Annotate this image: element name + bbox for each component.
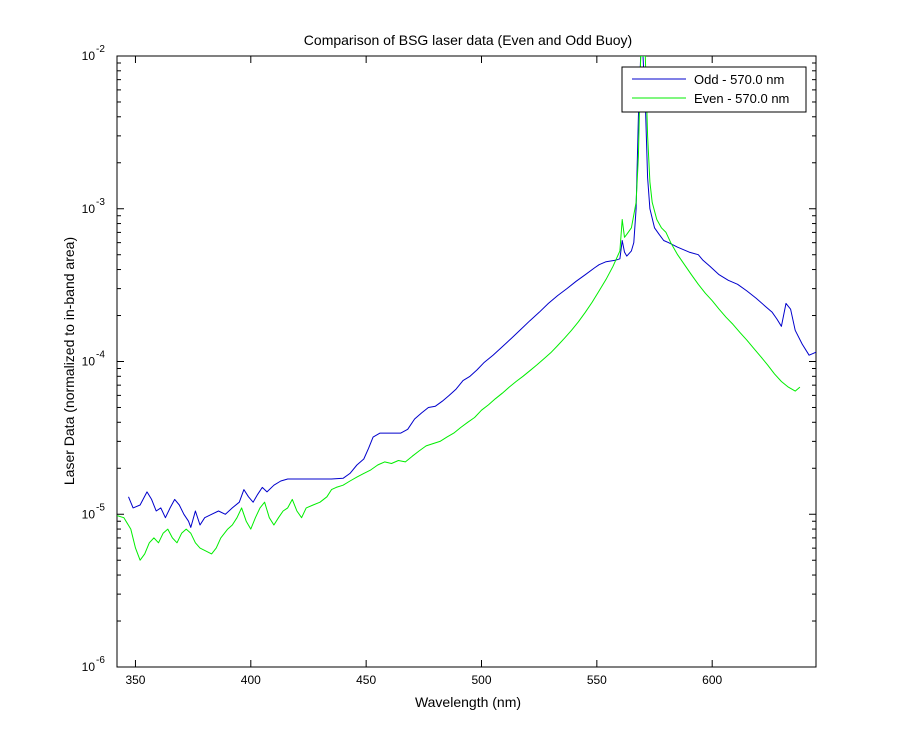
x-axis-label: Wavelength (nm) [415, 694, 521, 710]
y-axis-label: Laser Data (normalized to in-band area) [61, 237, 77, 485]
y-tick-label-exponent: -4 [96, 350, 105, 361]
y-tick-label: 10 [82, 49, 96, 63]
y-tick-label-exponent: -3 [96, 197, 105, 208]
x-tick-label: 550 [587, 673, 607, 687]
legend-entry-label: Even - 570.0 nm [694, 91, 789, 106]
x-tick-label: 600 [702, 673, 722, 687]
chart-title: Comparison of BSG laser data (Even and O… [304, 32, 632, 48]
x-tick-label: 400 [241, 673, 261, 687]
y-tick-label-exponent: -6 [96, 655, 105, 666]
y-tick-label: 10 [82, 202, 96, 216]
y-tick-label: 10 [82, 660, 96, 674]
x-tick-label: 450 [356, 673, 376, 687]
x-tick-label: 500 [471, 673, 491, 687]
y-tick-label-exponent: -5 [96, 502, 105, 513]
y-tick-label-exponent: -2 [96, 44, 105, 55]
even-series-line [117, 56, 801, 561]
y-tick-label: 10 [82, 355, 96, 369]
odd-series-line [128, 56, 816, 528]
plot-series [117, 56, 816, 561]
x-tick-label: 350 [125, 673, 145, 687]
plot-frame [116, 55, 817, 668]
legend-box [621, 66, 807, 113]
legend: Odd - 570.0 nm Even - 570.0 nm [621, 66, 807, 113]
legend-entry-label: Odd - 570.0 nm [694, 72, 784, 87]
y-tick-label: 10 [82, 507, 96, 521]
